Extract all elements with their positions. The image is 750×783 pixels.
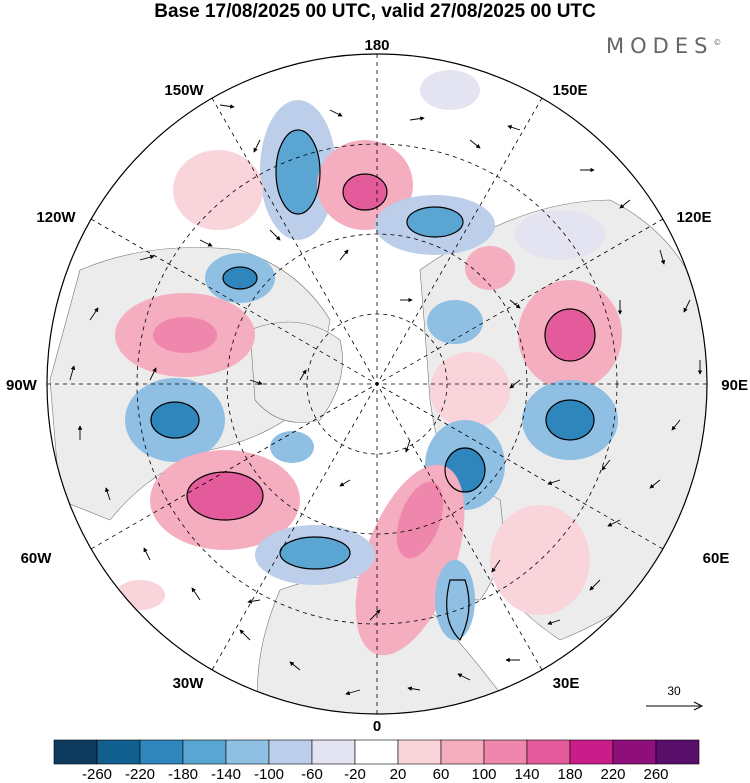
lon-label-150e: 150E: [552, 82, 587, 99]
colorbar-tick-label: 60: [433, 766, 450, 783]
colorbar-swatch: [526, 739, 571, 765]
colorbar-swatch: [397, 739, 442, 765]
anomaly-negative-core: [276, 130, 320, 214]
colorbar-swatch: [96, 739, 141, 765]
anomaly-positive-core: [343, 174, 387, 210]
lon-label-120e: 120E: [676, 209, 711, 226]
colorbar-swatch: [655, 739, 700, 765]
colorbar-tick-label: 100: [471, 766, 496, 783]
lon-label-30e: 30E: [553, 675, 580, 692]
anomaly-positive: [173, 150, 263, 230]
anomaly-positive-core: [545, 309, 595, 361]
colorbar-swatch: [311, 739, 356, 765]
colorbar-tick-label: 220: [600, 766, 625, 783]
lon-label-0: 0: [373, 718, 381, 735]
anomaly-positive: [490, 505, 590, 615]
anomaly-negative: [427, 300, 483, 344]
colorbar-swatch: [612, 739, 657, 765]
lon-label-60e: 60E: [703, 550, 730, 567]
anomaly-negative-core: [546, 400, 594, 440]
lon-label-120w: 120W: [36, 209, 76, 226]
map-border: [46, 53, 708, 715]
colorbar-tick-label: -60: [301, 766, 323, 783]
arrow-right-icon: [646, 701, 704, 711]
anomaly-positive: [465, 246, 515, 290]
colorbar-tick-label: -220: [125, 766, 155, 783]
lon-label-60w: 60W: [21, 550, 53, 567]
lon-label-90e: 90E: [721, 377, 748, 394]
graticule: [47, 54, 707, 714]
colorbar-tick-label: -100: [254, 766, 284, 783]
lon-label-180: 180: [364, 37, 389, 54]
colorbar-swatch: [139, 739, 184, 765]
anomaly-positive-core: [396, 481, 444, 559]
colorbar-tick-label: -260: [82, 766, 112, 783]
anomaly-negative: [270, 431, 314, 463]
colorbar-tick-label: -140: [211, 766, 241, 783]
colorbar-swatch: [268, 739, 313, 765]
colorbar-tick-label: 140: [514, 766, 539, 783]
reference-vector-label: 30: [667, 684, 681, 698]
anomaly-positive: [430, 352, 510, 428]
colorbar-swatch: [225, 739, 270, 765]
anomaly-negative: [420, 70, 480, 110]
brand-name: MODES: [606, 34, 714, 58]
colorbar-swatch: [483, 739, 528, 765]
lon-label-150w: 150W: [164, 82, 204, 99]
anomaly-positive-core: [187, 472, 263, 520]
colorbar-swatch: [440, 739, 485, 765]
colorbar-swatch: [53, 739, 98, 765]
colorbar-tick-label: -180: [168, 766, 198, 783]
colorbar-swatch: [569, 739, 614, 765]
colorbar-tick-label: 260: [643, 766, 668, 783]
brand-logo: MODES©: [606, 34, 721, 58]
anomaly-negative-core: [280, 537, 350, 569]
colorbar-swatch: [182, 739, 227, 765]
colorbar-tick-label: 180: [557, 766, 582, 783]
anomaly-negative-core: [223, 267, 257, 289]
anomaly-fields: [115, 70, 622, 656]
anomaly-negative-core: [407, 207, 463, 237]
lon-label-30w: 30W: [173, 675, 205, 692]
anomaly-positive-core: [153, 317, 217, 353]
map-disc: [47, 54, 707, 714]
anomaly-negative-core: [151, 402, 199, 438]
map-title: Base 17/08/2025 00 UTC, valid 27/08/2025…: [154, 1, 596, 22]
colorbar-tick-label: -20: [344, 766, 366, 783]
wind-vectors: [69, 104, 703, 696]
copyright-mark: ©: [713, 38, 722, 47]
lon-label-90w: 90W: [6, 377, 38, 394]
anomaly-negative: [515, 210, 605, 260]
colorbar-swatch: [354, 739, 399, 765]
colorbar-tick-label: 20: [390, 766, 407, 783]
colorbar: -260 -220 -180 -140 -100 -60 -20 20 60 100 140 180 2…: [53, 739, 700, 783]
